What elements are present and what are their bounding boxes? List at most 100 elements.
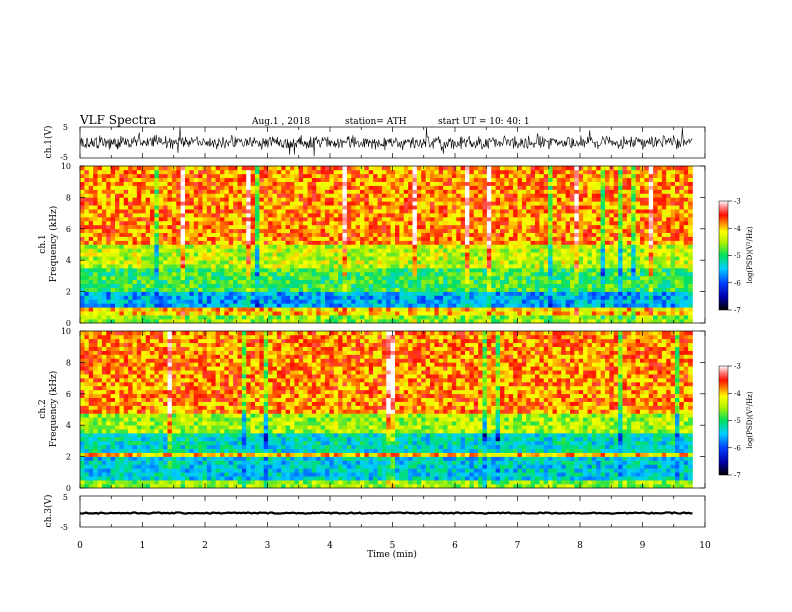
spectrogram-cell <box>613 252 619 257</box>
spectrogram-cell <box>132 181 138 186</box>
spectrogram-cell <box>517 197 523 202</box>
spectrogram-cell <box>521 303 527 308</box>
spectrogram-cell <box>508 260 514 265</box>
spectrogram-cell <box>176 185 181 190</box>
spectrogram-cell <box>333 236 339 241</box>
spectrogram-cell <box>316 264 321 269</box>
spectrogram-cell <box>250 319 256 324</box>
spectrogram-cell <box>259 185 265 190</box>
spectrogram-cell <box>325 217 330 222</box>
spectrogram-cell <box>556 173 562 179</box>
spectrogram-cell <box>390 193 396 198</box>
spectrogram-cell <box>543 185 549 190</box>
spectrogram-cell <box>403 311 409 316</box>
spectrogram-cell <box>587 248 593 253</box>
spectrogram-cell <box>425 291 431 296</box>
spectrogram-cell <box>609 166 615 171</box>
spectrogram-cell <box>163 205 168 210</box>
spectrogram-cell <box>591 260 597 265</box>
spectrogram-cell <box>596 217 601 222</box>
spectrogram-cell <box>101 224 107 230</box>
spectrogram-cell <box>478 181 483 186</box>
spectrogram-cell <box>180 244 186 249</box>
spectrogram-cell <box>333 228 339 234</box>
spectrogram-cell <box>346 181 352 186</box>
spectrogram-cell <box>539 224 545 230</box>
spectrogram-cell <box>377 291 383 296</box>
spectrogram-cell <box>281 279 286 285</box>
spectrogram-cell <box>255 303 260 308</box>
spectrogram-cell <box>377 319 383 324</box>
spectrogram-cell <box>268 283 273 288</box>
spectrogram-cell <box>548 166 553 171</box>
spectrogram-cell <box>84 209 90 214</box>
spectrogram-cell <box>141 197 146 202</box>
spectrogram-cell <box>285 205 291 210</box>
spectrogram-cell <box>263 193 269 198</box>
spectrogram-cell <box>88 169 94 175</box>
spectrogram-cell <box>167 185 173 190</box>
spectrogram-cell <box>150 201 155 206</box>
spectrogram-cell <box>246 287 251 292</box>
spectrogram-cell <box>255 197 260 202</box>
spectrogram-cell <box>351 224 356 230</box>
spectrogram-cell <box>88 275 94 281</box>
spectrogram-cell <box>408 268 413 273</box>
spectrogram-cell <box>285 299 291 304</box>
spectrogram-cell <box>570 279 575 285</box>
spectrogram-cell <box>84 193 90 198</box>
spectrogram-cell <box>368 252 374 257</box>
spectrogram-cell <box>259 287 265 292</box>
spectrogram-cell <box>618 287 623 292</box>
spectrogram-cell <box>451 240 457 245</box>
spectrogram-cell <box>478 275 483 281</box>
spectrogram-cell <box>298 205 304 210</box>
spectrogram-cell <box>329 319 335 324</box>
spectrogram-cell <box>290 185 295 190</box>
spectrogram-cell <box>360 181 365 186</box>
spectrogram-cell <box>548 169 553 175</box>
spectrogram-cell <box>346 232 352 237</box>
spectrogram-cell <box>609 311 615 316</box>
spectrogram-cell <box>224 185 230 190</box>
spectrogram-cell <box>591 256 597 261</box>
spectrogram-cell <box>508 181 514 186</box>
spectrogram-cell <box>473 303 479 308</box>
spectrogram-cell <box>377 189 383 194</box>
spectrogram-cell <box>548 315 553 320</box>
spectrogram-cell <box>154 291 160 296</box>
spectrogram-cell <box>390 224 396 230</box>
spectrogram-cell <box>263 279 269 285</box>
spectrogram-cell <box>556 295 562 300</box>
spectrogram-cell <box>425 181 431 186</box>
spectrogram-cell <box>421 197 426 202</box>
spectrogram-cell <box>609 197 615 202</box>
spectrogram-cell <box>408 185 413 190</box>
spectrogram-cell <box>145 201 151 206</box>
spectrogram-cell <box>478 236 483 241</box>
spectrogram-cell <box>373 291 378 296</box>
spectrogram-cell <box>145 177 151 182</box>
spectrogram-cell <box>281 311 286 316</box>
spectrogram-cell <box>561 299 566 304</box>
spectrogram-cell <box>508 224 514 230</box>
spectrogram-cell <box>233 213 238 218</box>
spectrogram-cell <box>377 201 383 206</box>
spectrogram-cell <box>158 307 164 312</box>
spectrogram-cell <box>425 217 431 222</box>
spectrogram-cell <box>351 283 356 288</box>
spectrogram-cell <box>355 166 361 171</box>
spectrogram-cell <box>154 283 160 288</box>
spectrogram-cell <box>561 291 566 296</box>
spectrogram-cell <box>583 295 588 300</box>
spectrogram-cell <box>403 244 409 249</box>
spectrogram-cell <box>521 295 527 300</box>
spectrogram-cell <box>167 166 173 171</box>
spectrogram-cell <box>110 197 116 202</box>
spectrogram-cell <box>517 264 523 269</box>
spectrogram-cell <box>84 236 90 241</box>
spectrogram-cell <box>570 295 575 300</box>
spectrogram-cell <box>578 260 584 265</box>
spectrogram-cell <box>180 256 186 261</box>
spectrogram-cell <box>123 256 129 261</box>
